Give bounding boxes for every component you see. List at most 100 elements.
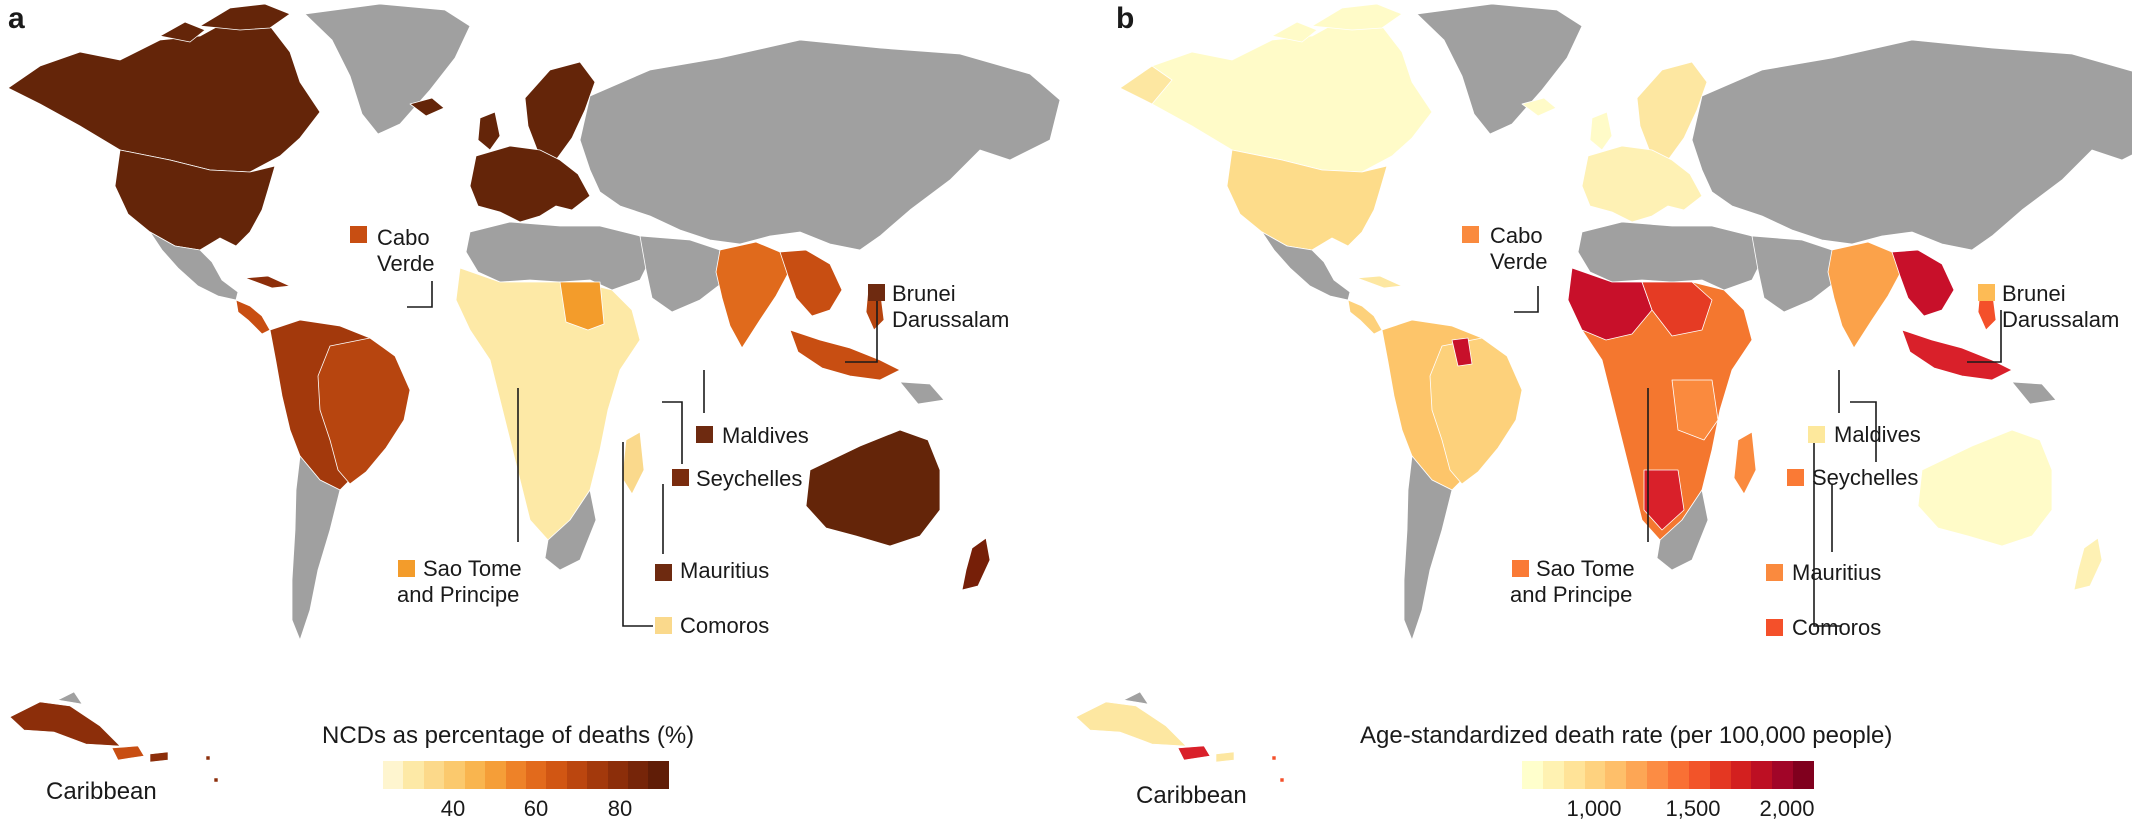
- leader-seychelles: [662, 401, 683, 464]
- world-map-ncd-percentage: [7, 3, 1061, 783]
- legend-color-step: [1563, 761, 1585, 789]
- legend-color-step: [566, 761, 588, 789]
- western-europe: [469, 145, 591, 223]
- legend-color-step: [1730, 761, 1752, 789]
- legend-color-step: [1688, 761, 1710, 789]
- legend-color-bar: [1522, 761, 1815, 789]
- swatch-comoros: [1766, 619, 1783, 636]
- legend-color-step: [444, 761, 465, 789]
- swatch-maldives: [696, 426, 713, 443]
- southern-africa: [544, 489, 597, 571]
- label-mauritius: Mauritius: [680, 558, 770, 583]
- usa: [114, 149, 276, 251]
- legend-color-step: [1647, 761, 1669, 789]
- legend-title: NCDs as percentage of deaths (%): [322, 722, 695, 749]
- leader-cabo-verde: [407, 281, 433, 308]
- legend-color-step: [403, 761, 424, 789]
- label-mauritius: Mauritius: [1792, 560, 1882, 585]
- cuba: [244, 275, 291, 289]
- caribbean-label: Caribbean: [1136, 782, 1247, 809]
- russia-central-asia: [579, 39, 1061, 251]
- legend-color-step: [1751, 761, 1773, 789]
- label-cabo-verde: Cabo Verde: [377, 225, 435, 276]
- legend-color-step: [1709, 761, 1731, 789]
- label-seychelles: Seychelles: [1812, 465, 1919, 490]
- legend-tick: 1,000: [1566, 796, 1622, 821]
- legend-color-step: [1584, 761, 1606, 789]
- label-seychelles: Seychelles: [696, 466, 803, 491]
- caribbean-inset: [9, 691, 219, 783]
- india: [715, 241, 791, 349]
- label-sao-tome: Sao Tome and Principe: [1510, 556, 1635, 607]
- australia: [805, 429, 941, 547]
- swatch-comoros: [655, 617, 672, 634]
- legend-color-step: [383, 761, 404, 789]
- label-brunei: Brunei Darussalam: [2002, 281, 2120, 332]
- arctic-islands: [199, 3, 291, 31]
- swatch-mauritius: [655, 564, 672, 581]
- legend-title: Age-standardized death rate (per 100,000…: [1360, 722, 1893, 749]
- swatch-cabo-verde: [350, 226, 367, 243]
- sudan: [559, 281, 605, 331]
- malay-indo: [789, 329, 901, 381]
- legend-color-step: [1793, 761, 1815, 789]
- world-map-death-rate: [1075, 3, 2132, 783]
- central-america: [235, 299, 271, 335]
- legend-color-step: [505, 761, 526, 789]
- label-cabo-verde: Cabo Verde: [1490, 223, 1548, 274]
- southern-cone: [291, 455, 341, 641]
- legend-color-step: [1605, 761, 1627, 789]
- swatch-maldives: [1808, 426, 1825, 443]
- greenland: [304, 3, 471, 135]
- new-zealand: [961, 537, 991, 591]
- madagascar: [621, 431, 645, 495]
- panel-a: a: [0, 0, 1066, 828]
- legend-color-step: [464, 761, 486, 789]
- legend-color-step: [423, 761, 445, 789]
- label-maldives: Maldives: [1834, 422, 1921, 447]
- swatch-sao-tome: [398, 560, 415, 577]
- swatch-brunei: [868, 284, 885, 301]
- label-comoros: Comoros: [680, 613, 770, 638]
- legend-tick: 2,000: [1759, 796, 1815, 821]
- sub-saharan-africa: [455, 267, 641, 541]
- legend-tick: 40: [440, 796, 466, 821]
- legend-color-step: [1542, 761, 1564, 789]
- legend-color-step: [546, 761, 567, 789]
- swatch-mauritius: [1766, 564, 1783, 581]
- legend-color-bar: [383, 761, 669, 789]
- legend-color-step: [1522, 761, 1543, 789]
- legend-tick: 1,500: [1665, 796, 1721, 821]
- panel-b: b: [1066, 0, 2132, 828]
- canada-alaska: [7, 13, 321, 173]
- legend-color-step: [587, 761, 608, 789]
- legend-color-step: [485, 761, 506, 789]
- legend-color-step: [628, 761, 649, 789]
- panel-letter: a: [8, 2, 25, 35]
- label-maldives: Maldives: [722, 423, 809, 448]
- legend-color-step: [607, 761, 629, 789]
- legend-color-step: [1668, 761, 1689, 789]
- uk: [477, 111, 501, 151]
- label-brunei: Brunei Darussalam: [892, 281, 1010, 332]
- swatch-cabo-verde: [1462, 226, 1479, 243]
- caribbean-label: Caribbean: [46, 778, 157, 805]
- mexico: [149, 231, 239, 301]
- papua: [899, 381, 945, 405]
- iceland: [409, 97, 445, 117]
- swatch-seychelles: [672, 469, 689, 486]
- legend-color-step: [525, 761, 547, 789]
- legend-color-step: [648, 761, 669, 789]
- legend-tick: 60: [523, 796, 549, 821]
- leader-comoros: [622, 442, 653, 627]
- swatch-sao-tome: [1512, 560, 1529, 577]
- legend-color-step: [1772, 761, 1794, 789]
- middle-east: [639, 235, 727, 313]
- leader-brunei: [845, 297, 878, 363]
- label-sao-tome: Sao Tome and Principe: [397, 556, 522, 607]
- se-asia: [779, 249, 843, 317]
- brazil: [317, 337, 411, 485]
- swatch-brunei: [1978, 284, 1995, 301]
- swatch-seychelles: [1787, 469, 1804, 486]
- legend-color-step: [1626, 761, 1648, 789]
